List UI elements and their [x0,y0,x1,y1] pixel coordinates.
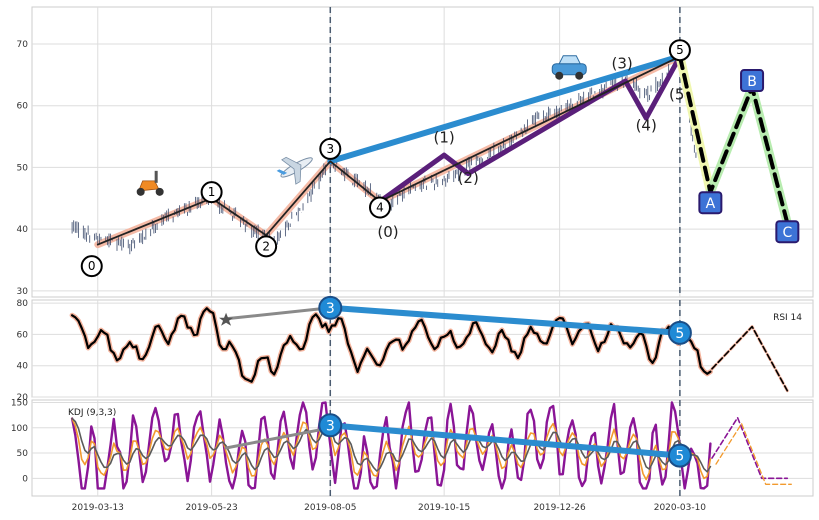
wave-label-sub: (2) [458,169,479,187]
scooter-wheel [136,187,145,196]
car-roof [558,55,582,65]
wave-label-circle [255,235,278,258]
corrective-label-box [698,191,723,215]
price-y-tick-label: 60 [17,102,29,112]
kdj-y-tick-label: 100 [11,424,28,434]
price-y-tick-label: 50 [17,163,29,173]
wave-label-circle [200,181,223,204]
rsi-y-tick-label: 60 [17,330,29,340]
wave-label-sub: (1) [434,129,455,147]
scooter-wheel [155,187,164,196]
airplane-wing [281,156,302,185]
x-tick-label: 2020-03-10 [654,503,707,513]
corrective-label-C: C [782,225,792,241]
x-tick-label: 2019-10-15 [418,503,470,513]
main-wave-line [96,55,681,246]
car-wheel [575,71,584,80]
rsi-wave-marker [318,295,343,320]
wave-label-circle [369,196,392,219]
kdj-wave-marker [318,413,343,438]
x-tick-label: 2019-12-26 [533,503,586,513]
rsi-legend: RSI 14 [773,313,802,323]
kdj-projection-j [711,416,789,480]
rsi-wave-marker [667,320,692,345]
rsi-projection-line [711,325,789,392]
kdj-y-tick-label: 50 [17,449,29,459]
corrective-label-B: B [747,74,757,90]
price-y-tick-label: 30 [17,287,29,297]
kdj-wave-marker-label: 3 [326,418,335,434]
corrective-label-A: A [706,196,716,212]
scooter-icon [136,170,164,196]
wave-label-3: 3 [326,142,334,156]
kdj-wave-marker [667,443,692,468]
rsi-wave-marker-label: 5 [675,326,684,342]
rsi-y-tick-label: 80 [17,299,29,309]
wave-label-sub: (0) [377,223,398,241]
rsi-divergence-grey [224,306,332,321]
car-wheel [555,71,564,80]
corrective-label-box [775,220,800,244]
wave-label-5: 5 [676,43,684,57]
wave-label-sub: (4) [636,116,657,134]
wave-label-circle [319,137,342,160]
price-panel-frame [31,6,814,298]
rsi-divergence-blue [327,304,683,336]
x-tick-label: 2019-03-13 [72,503,124,513]
impulse-trend-line [327,53,683,165]
car-icon [551,55,587,80]
kdj-divergence-blue [327,422,683,459]
wave-label-circle [668,39,691,62]
wave-label-4: 4 [376,201,384,215]
airplane-tail [276,169,288,175]
scooter-handle [154,170,158,183]
x-tick-label: 2019-05-23 [185,503,237,513]
kdj-projection-k [715,423,792,485]
kdj-legend: KDJ (9,3,3) [68,408,116,418]
wave-label-0: 0 [88,259,96,273]
wave-label-2: 2 [262,239,270,253]
kdj-y-tick-label: 0 [22,474,28,484]
rsi-y-tick-label: 20 [17,393,29,403]
price-y-tick-label: 70 [17,40,29,50]
x-tick-label: 2019-08-05 [304,503,356,513]
wave-label-sub: (3) [612,55,633,73]
corrective-label-box [740,69,765,93]
rsi-wave-marker-label: 3 [326,301,335,317]
wave-label-1: 1 [208,185,216,199]
price-y-tick-label: 40 [17,225,29,235]
sub-wave-line [377,53,683,204]
airplane-icon [276,156,313,185]
wave-label-circle [80,255,103,278]
kdj-d-line [71,417,712,473]
kdj-divergence-grey [224,426,332,450]
kdj-y-tick-label: 150 [11,399,28,409]
wave-label-sub: (5 [669,86,684,104]
kdj-wave-marker-label: 5 [675,449,684,465]
rsi-line [70,307,712,383]
corrective-projection-line [677,54,790,225]
rsi-y-tick-label: 40 [17,362,29,372]
rsi-star-marker [219,312,234,326]
